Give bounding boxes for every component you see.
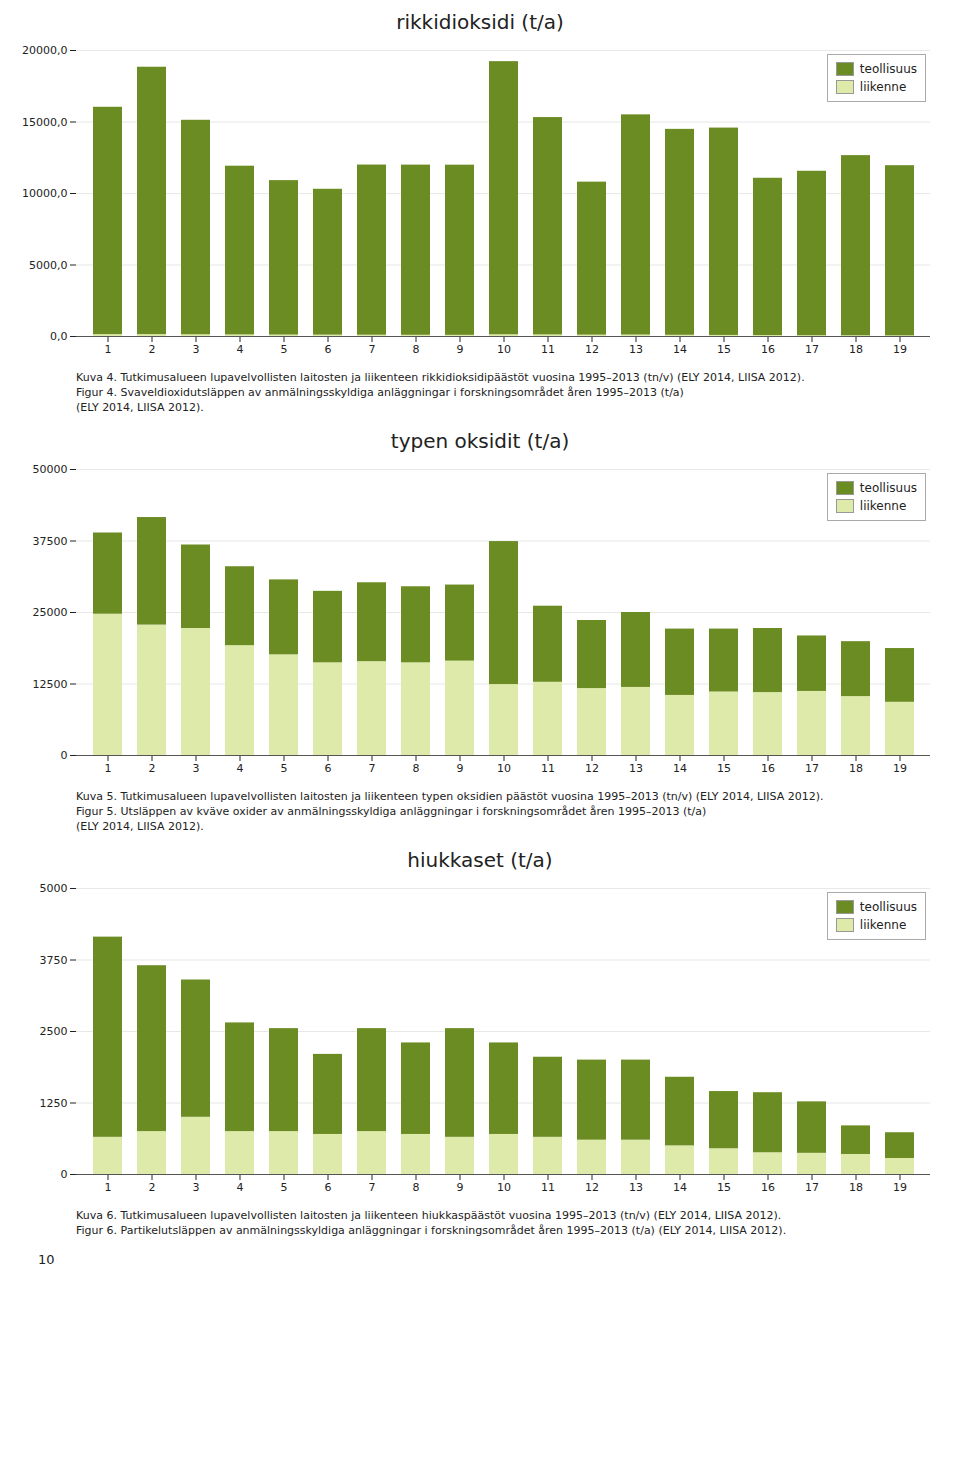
svg-text:17: 17 xyxy=(805,762,819,775)
svg-text:4: 4 xyxy=(237,343,244,356)
svg-text:15: 15 xyxy=(717,343,731,356)
svg-text:6: 6 xyxy=(325,343,332,356)
svg-text:17: 17 xyxy=(805,1181,819,1194)
svg-text:18: 18 xyxy=(849,1181,863,1194)
html-text:Figur 5. Utsläppen av kväve ox: Figur 5. Utsläppen av kväve oxider av an… xyxy=(76,805,707,818)
svg-text:19: 19 xyxy=(893,343,907,356)
svg-text:13: 13 xyxy=(629,343,643,356)
svg-text:3750: 3750 xyxy=(40,954,68,967)
html-text:(ELY 2014, LIISA 2012).: (ELY 2014, LIISA 2012). xyxy=(76,820,204,833)
svg-text:8: 8 xyxy=(413,762,420,775)
html-text:Figur 4. Svaveldioxidutsläppen: Figur 4. Svaveldioxidutsläppen av anmäln… xyxy=(76,386,684,399)
svg-text:17: 17 xyxy=(805,343,819,356)
svg-text:2: 2 xyxy=(149,343,156,356)
svg-text:20000,0: 20000,0 xyxy=(22,44,68,57)
html-text:liikenne: liikenne xyxy=(859,499,907,513)
svg-text:12: 12 xyxy=(585,762,599,775)
svg-text:1: 1 xyxy=(105,343,112,356)
svg-text:5: 5 xyxy=(281,762,288,775)
svg-text:13: 13 xyxy=(629,762,643,775)
svg-text:9: 9 xyxy=(457,762,464,775)
svg-text:5000: 5000 xyxy=(40,882,68,895)
html-text:rikkidioksidi (t/a): rikkidioksidi (t/a) xyxy=(396,10,564,34)
svg-text:1250: 1250 xyxy=(40,1097,68,1110)
svg-text:16: 16 xyxy=(761,762,775,775)
svg-text:11: 11 xyxy=(541,1181,555,1194)
svg-text:16: 16 xyxy=(761,343,775,356)
svg-text:1: 1 xyxy=(105,762,112,775)
html-text:liikenne: liikenne xyxy=(859,918,907,932)
svg-text:15: 15 xyxy=(717,1181,731,1194)
svg-text:10: 10 xyxy=(497,343,511,356)
svg-text:1: 1 xyxy=(105,1181,112,1194)
html-text:teollisuus: teollisuus xyxy=(859,62,917,76)
svg-text:11: 11 xyxy=(541,343,555,356)
svg-text:2500: 2500 xyxy=(40,1025,68,1038)
svg-text:9: 9 xyxy=(457,343,464,356)
svg-text:2: 2 xyxy=(149,1181,156,1194)
svg-text:9: 9 xyxy=(457,1181,464,1194)
html-text:Kuva 5. Tutkimusalueen lupavel: Kuva 5. Tutkimusalueen lupavelvollisten … xyxy=(76,790,824,803)
svg-text:5: 5 xyxy=(281,1181,288,1194)
svg-text:5: 5 xyxy=(281,343,288,356)
html-text:typen oksidit (t/a): typen oksidit (t/a) xyxy=(390,429,570,453)
html-text:10: 10 xyxy=(38,1252,55,1267)
svg-text:6: 6 xyxy=(325,1181,332,1194)
html-text:hiukkaset (t/a): hiukkaset (t/a) xyxy=(407,848,553,872)
html-text:Kuva 6. Tutkimusalueen lupavel: Kuva 6. Tutkimusalueen lupavelvollisten … xyxy=(76,1209,782,1222)
svg-text:4: 4 xyxy=(237,762,244,775)
svg-text:3: 3 xyxy=(193,343,200,356)
svg-text:8: 8 xyxy=(413,1181,420,1194)
svg-text:13: 13 xyxy=(629,1181,643,1194)
svg-text:12: 12 xyxy=(585,1181,599,1194)
svg-text:15000,0: 15000,0 xyxy=(22,116,68,129)
svg-text:2: 2 xyxy=(149,762,156,775)
svg-text:14: 14 xyxy=(673,1181,687,1194)
html-text:liikenne: liikenne xyxy=(859,80,907,94)
svg-text:50000: 50000 xyxy=(33,463,68,476)
svg-text:14: 14 xyxy=(673,762,687,775)
svg-text:10: 10 xyxy=(497,762,511,775)
svg-text:16: 16 xyxy=(761,1181,775,1194)
svg-text:6: 6 xyxy=(325,762,332,775)
svg-text:37500: 37500 xyxy=(33,535,68,548)
svg-text:10000,0: 10000,0 xyxy=(22,187,68,200)
svg-text:14: 14 xyxy=(673,343,687,356)
svg-text:10: 10 xyxy=(497,1181,511,1194)
svg-text:12: 12 xyxy=(585,343,599,356)
svg-text:5000,0: 5000,0 xyxy=(29,259,68,272)
svg-text:4: 4 xyxy=(237,1181,244,1194)
svg-text:7: 7 xyxy=(369,343,376,356)
html-text:Figur 6. Partikelutsläppen av: Figur 6. Partikelutsläppen av anmälnings… xyxy=(76,1224,787,1237)
svg-text:3: 3 xyxy=(193,1181,200,1194)
svg-text:0: 0 xyxy=(61,1168,68,1181)
svg-text:7: 7 xyxy=(369,762,376,775)
svg-text:18: 18 xyxy=(849,343,863,356)
svg-text:18: 18 xyxy=(849,762,863,775)
svg-text:8: 8 xyxy=(413,343,420,356)
html-text:Kuva 4. Tutkimusalueen lupavel: Kuva 4. Tutkimusalueen lupavelvollisten … xyxy=(76,371,805,384)
svg-text:19: 19 xyxy=(893,762,907,775)
svg-text:25000: 25000 xyxy=(33,606,68,619)
svg-text:3: 3 xyxy=(193,762,200,775)
svg-text:7: 7 xyxy=(369,1181,376,1194)
svg-text:0: 0 xyxy=(61,749,68,762)
svg-text:0,0: 0,0 xyxy=(50,330,68,343)
svg-text:11: 11 xyxy=(541,762,555,775)
html-text:teollisuus: teollisuus xyxy=(859,481,917,495)
svg-text:19: 19 xyxy=(893,1181,907,1194)
svg-text:12500: 12500 xyxy=(33,678,68,691)
html-text:(ELY 2014, LIISA 2012).: (ELY 2014, LIISA 2012). xyxy=(76,401,204,414)
svg-text:15: 15 xyxy=(717,762,731,775)
html-text:teollisuus: teollisuus xyxy=(859,900,917,914)
